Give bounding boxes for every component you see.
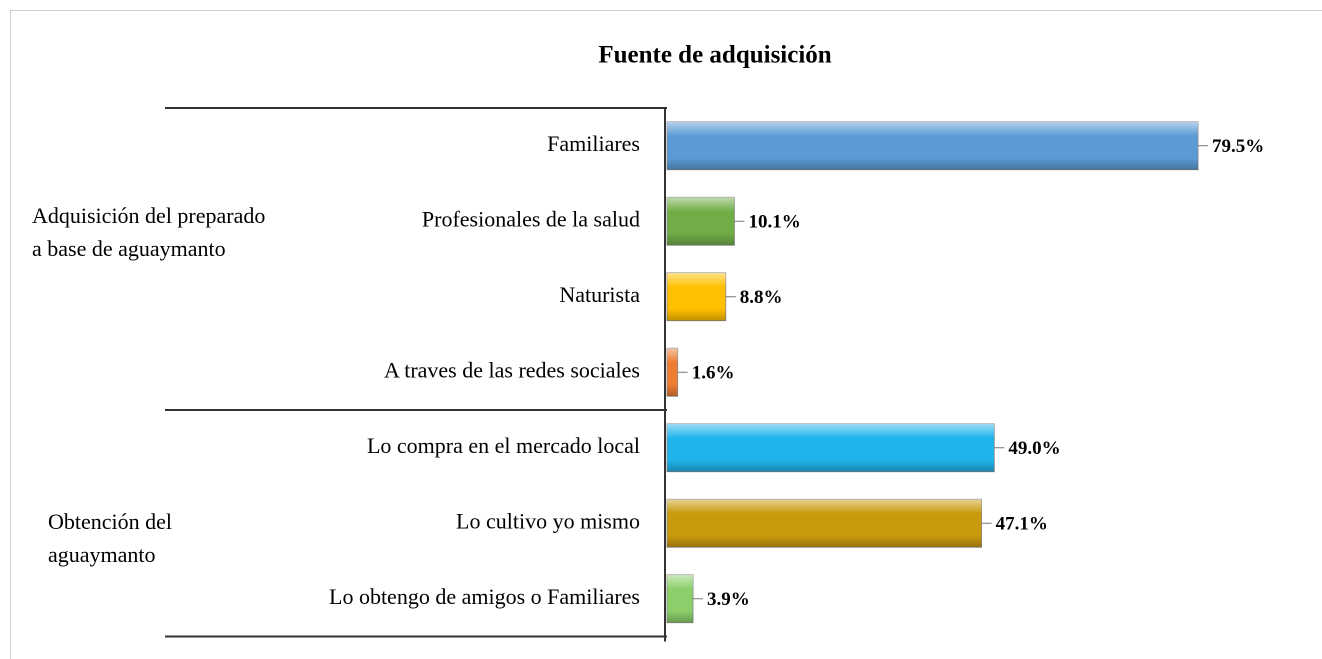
category-label: A traves de las redes sociales: [384, 357, 640, 382]
value-label: 47.1%: [996, 514, 1048, 535]
bar: [666, 423, 995, 473]
bar: [666, 347, 679, 397]
category-label: Lo obtengo de amigos o Familiares: [329, 584, 640, 609]
group-label: Adquisición del preparado a base de agua…: [32, 203, 266, 261]
category-label: Naturista: [559, 282, 640, 307]
bar: [666, 498, 983, 548]
group-label: Obtención del aguaymanto: [48, 509, 173, 567]
value-label: 10.1%: [748, 212, 800, 233]
bar: [666, 272, 727, 322]
bar: [666, 121, 1199, 171]
category-label: Lo cultivo yo mismo: [456, 508, 640, 533]
chart-title: Fuente de adquisición: [598, 42, 831, 69]
value-label: 3.9%: [707, 589, 750, 610]
value-label: 49.0%: [1008, 438, 1060, 459]
bar: [666, 574, 694, 624]
category-label: Lo compra en el mercado local: [367, 433, 640, 458]
category-label: Profesionales de la salud: [422, 206, 640, 231]
chart-frame: [10, 10, 1322, 659]
category-label: Familiares: [547, 131, 640, 156]
value-label: 79.5%: [1212, 136, 1264, 157]
value-label: 8.8%: [740, 287, 783, 308]
bar: [666, 196, 735, 246]
value-label: 1.6%: [692, 363, 735, 384]
